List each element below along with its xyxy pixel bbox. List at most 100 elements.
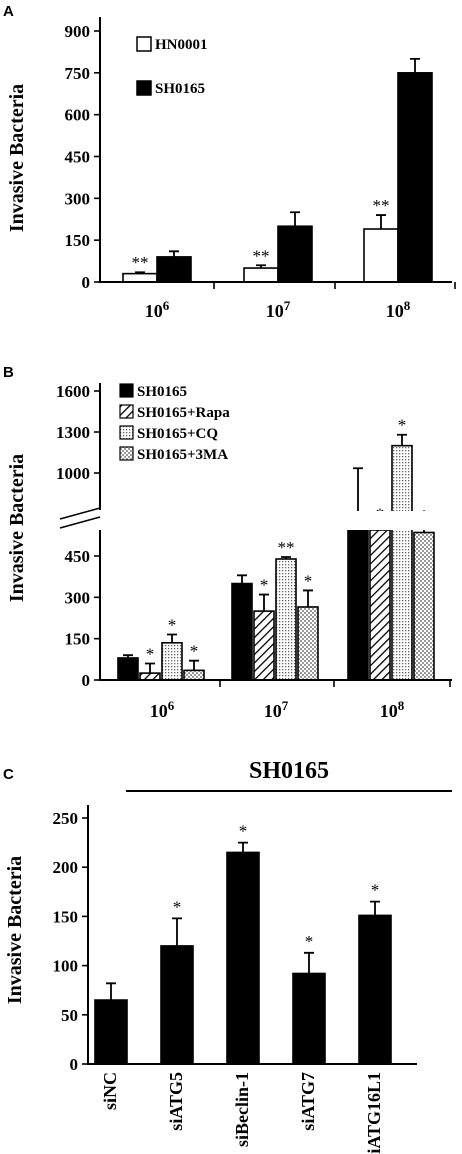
categories-c: siNC siATG5 siBeclin-1 siATG7 siATG16L1 <box>100 1072 384 1154</box>
significance-b-sh0165-cq-0: * <box>168 616 177 635</box>
bar-c-siatg5 <box>160 945 194 1065</box>
legend-b: SH0165 SH0165+Rapa SH0165+CQ SH0165+3MA <box>119 383 230 463</box>
y-tick-c-5: 250 <box>53 809 79 828</box>
axis-break-icon <box>59 507 101 529</box>
significance-b-sh0165-3ma-0: * <box>190 642 199 661</box>
y-axis-label-b: Invasive Bacteria <box>6 454 28 602</box>
categories-a: 106 107 108 <box>145 282 456 321</box>
bars-c: * * * * <box>94 822 392 1065</box>
error-bar-b-sh0165-3ma-0 <box>189 659 199 671</box>
error-bar-a-hn0001-2 <box>376 214 386 230</box>
y-tick-c-2: 100 <box>53 957 79 976</box>
category-c-siatg7: siATG7 <box>298 1072 318 1131</box>
category-c-sibeclin-1: siBeclin-1 <box>232 1072 252 1147</box>
significance-a-2: ** <box>373 196 390 215</box>
bar-b-sh0165-3ma-1 <box>297 606 319 681</box>
significance-c-siatg16l1: * <box>371 881 380 900</box>
y-tick-a-3: 450 <box>65 148 91 167</box>
y-tick-b-up-0: 1000 <box>56 464 90 483</box>
error-bar-b-sh0165-rapa-0 <box>145 662 155 674</box>
panel-b: B Invasive Bacteria 0 150 300 450 1000 1300 16… <box>3 364 452 721</box>
y-tick-a-1: 150 <box>65 231 91 250</box>
significance-b-sh0165-rapa-0: * <box>146 644 155 663</box>
panel-a: A Invasive Bacteria 0150300450600750900 … <box>3 3 456 321</box>
error-bar-c-siatg7 <box>304 951 314 974</box>
bar-a-hn0001-0 <box>122 272 158 283</box>
bar-b-sh0165-1 <box>231 582 253 681</box>
bar-c-sibeclin-1 <box>226 851 260 1065</box>
category-a-2: 108 <box>386 298 411 321</box>
category-a-1: 107 <box>266 298 291 321</box>
error-bar-b-sh0165-0 <box>123 654 133 658</box>
y-tick-a-0: 0 <box>82 273 91 292</box>
error-bar-a-sh0165-1 <box>290 211 300 227</box>
legend-swatch-rapa <box>119 404 134 419</box>
significance-b-sh0165-3ma-1: * <box>304 571 313 590</box>
bar-b-sh0165-cq-1 <box>275 558 297 681</box>
legend-label-sh0165-b: SH0165 <box>137 384 187 400</box>
y-tick-b-low-1: 150 <box>65 630 91 649</box>
legend-swatch-hn0001 <box>136 36 152 52</box>
bar-b-sh0165-rapa-0 <box>139 672 161 681</box>
significance-b-sh0165-rapa-1: * <box>260 576 269 595</box>
bar-c-siatg7 <box>292 972 326 1065</box>
bar-a-hn0001-2 <box>363 228 399 283</box>
error-bar-c-siatg16l1 <box>370 900 380 916</box>
y-tick-b-low-3: 450 <box>65 547 91 566</box>
significance-b-sh0165-cq-2: * <box>398 416 407 435</box>
error-bar-b-sh0165-3ma-1 <box>303 589 313 607</box>
error-bar-c-sinc <box>106 982 116 1001</box>
bar-b-sh0165-3ma-2 <box>413 531 435 681</box>
legend-label-hn0001: HN0001 <box>155 37 208 53</box>
category-b-1: 107 <box>264 698 289 721</box>
legend-swatch-cq <box>119 425 134 440</box>
categories-b: 106 107 108 <box>150 680 451 721</box>
y-tick-c-1: 50 <box>61 1006 78 1025</box>
category-c-sinc: siNC <box>100 1072 120 1110</box>
legend-label-cq: SH0165+CQ <box>137 426 218 442</box>
significance-b-sh0165-cq-1: ** <box>278 538 295 557</box>
error-bar-a-hn0001-1 <box>256 264 266 269</box>
y-ticks-b: 0 150 300 450 1000 1300 1600 <box>56 382 100 690</box>
error-bar-a-hn0001-0 <box>135 271 145 274</box>
y-tick-c-0: 0 <box>70 1055 79 1074</box>
legend-label-3ma: SH0165+3MA <box>137 447 228 463</box>
panel-c: C SH0165 Invasive Bacteria 0 50 100 150 200 2… <box>3 758 452 1154</box>
y-tick-a-6: 900 <box>65 22 91 41</box>
bars-a: ** ** ** <box>122 57 433 283</box>
y-tick-a-4: 600 <box>65 106 91 125</box>
error-bar-b-sh0165-1 <box>237 574 247 584</box>
y-tick-a-2: 300 <box>65 189 91 208</box>
bar-a-sh0165-0 <box>156 256 192 283</box>
y-tick-c-4: 200 <box>53 858 79 877</box>
legend-swatch-sh0165 <box>136 80 152 96</box>
y-tick-b-low-0: 0 <box>82 671 91 690</box>
legend-swatch-sh0165-b <box>119 383 134 398</box>
bar-b-sh0165-2 <box>347 514 369 681</box>
y-ticks-a: 0 150 300 450 600 750 900 <box>65 22 100 292</box>
y-tick-b-up-2: 1600 <box>56 382 90 401</box>
significance-a-1: ** <box>253 246 270 265</box>
bar-b-sh0165-cq-0 <box>161 641 183 681</box>
significance-c-siatg7: * <box>305 932 314 951</box>
panel-letter-b: B <box>3 364 14 381</box>
bar-b-sh0165-rapa-1 <box>253 610 275 681</box>
error-bar-b-sh0165-cq-1 <box>281 556 291 559</box>
category-a-0: 106 <box>145 298 170 321</box>
axis-break-gap <box>100 511 452 530</box>
error-bar-a-sh0165-0 <box>169 250 179 257</box>
significance-c-siatg5: * <box>173 897 182 916</box>
chart-title-c: SH0165 <box>249 758 329 784</box>
bar-a-sh0165-2 <box>397 72 433 283</box>
panel-letter-a: A <box>3 3 14 20</box>
category-c-siatg16l1: siATG16L1 <box>364 1072 384 1154</box>
bar-c-siatg16l1 <box>358 914 392 1065</box>
panel-letter-c: C <box>3 766 14 783</box>
significance-c-sibeclin-1: * <box>239 822 248 841</box>
error-bar-a-sh0165-2 <box>410 57 420 73</box>
y-tick-a-5: 750 <box>65 64 91 83</box>
error-bar-b-sh0165-cq-0 <box>167 633 177 643</box>
legend-label-sh0165: SH0165 <box>155 81 205 97</box>
bar-c-sinc <box>94 999 128 1065</box>
